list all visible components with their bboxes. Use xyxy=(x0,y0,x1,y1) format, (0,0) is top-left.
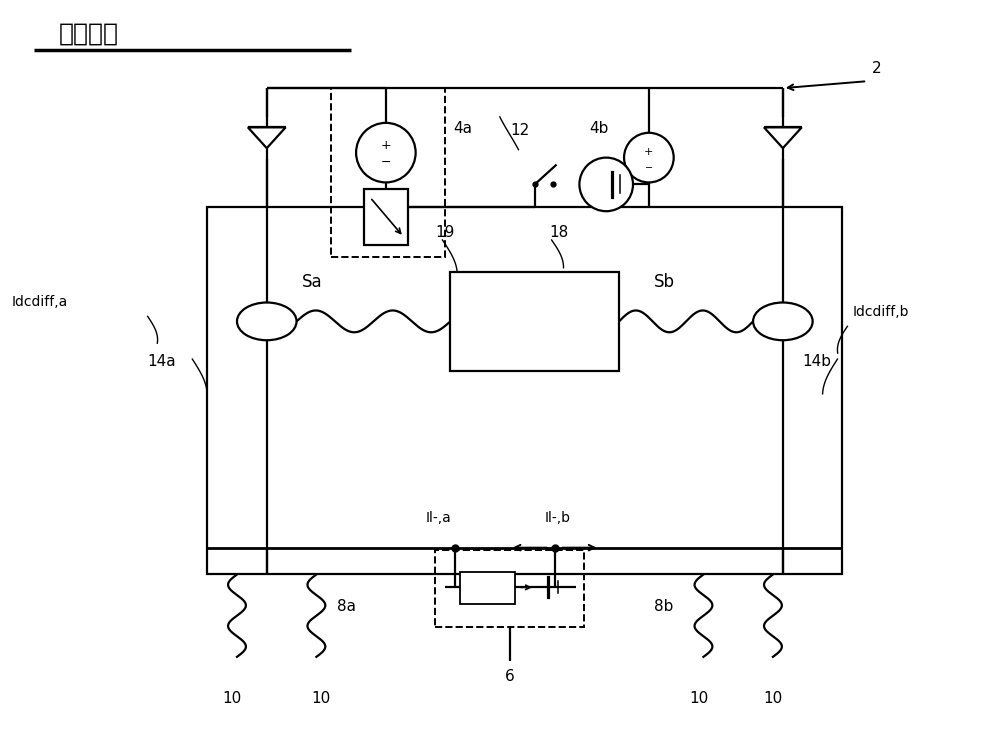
Bar xyxy=(460,573,515,604)
Text: 8b: 8b xyxy=(654,599,673,614)
Text: −: − xyxy=(381,156,391,169)
Ellipse shape xyxy=(753,302,813,340)
Text: 10: 10 xyxy=(689,691,708,706)
Bar xyxy=(435,550,584,627)
Text: +: + xyxy=(644,147,654,156)
Text: 10: 10 xyxy=(222,691,242,706)
Text: +: + xyxy=(381,139,391,152)
Polygon shape xyxy=(764,127,802,148)
Circle shape xyxy=(624,133,674,182)
Text: 18: 18 xyxy=(550,225,569,240)
Bar xyxy=(331,88,445,257)
Text: −: − xyxy=(645,162,653,173)
Text: 4b: 4b xyxy=(589,121,609,136)
Text: 现有技术: 现有技术 xyxy=(58,21,118,46)
Ellipse shape xyxy=(237,302,297,340)
Text: Idcdiff,a: Idcdiff,a xyxy=(12,296,68,310)
Text: 8a: 8a xyxy=(337,599,356,614)
Text: 19: 19 xyxy=(435,225,455,240)
Text: 14a: 14a xyxy=(148,354,176,369)
Text: 14b: 14b xyxy=(803,354,832,369)
Text: 10: 10 xyxy=(763,691,783,706)
Text: 4a: 4a xyxy=(453,121,472,136)
Text: Il-,a: Il-,a xyxy=(426,511,451,525)
Bar xyxy=(364,190,408,245)
Text: 10: 10 xyxy=(312,691,331,706)
Text: Sa: Sa xyxy=(301,273,322,290)
Text: Sb: Sb xyxy=(654,273,675,290)
Text: Idcdiff,b: Idcdiff,b xyxy=(852,305,909,319)
Circle shape xyxy=(356,123,416,182)
Bar xyxy=(450,272,619,371)
Circle shape xyxy=(579,158,633,211)
Text: Il-,b: Il-,b xyxy=(545,511,571,525)
Polygon shape xyxy=(248,127,286,148)
Text: 12: 12 xyxy=(510,123,529,138)
Text: 2: 2 xyxy=(872,62,882,76)
Bar xyxy=(207,207,842,574)
Text: 6: 6 xyxy=(505,669,515,684)
